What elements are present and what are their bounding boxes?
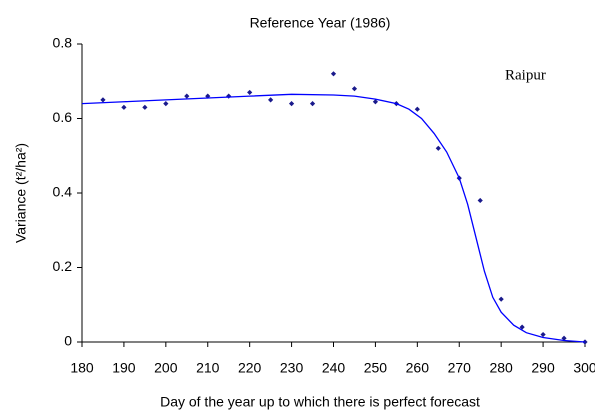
y-tick-label: 0 — [64, 333, 72, 349]
data-point — [498, 296, 504, 302]
data-point — [435, 145, 441, 151]
x-tick-label: 280 — [489, 360, 513, 376]
y-tick-label: 0.6 — [53, 109, 73, 125]
x-tick-label: 240 — [322, 360, 346, 376]
data-point — [142, 104, 148, 110]
data-point — [519, 324, 525, 330]
x-tick-label: 230 — [280, 360, 304, 376]
x-tick-label: 290 — [531, 360, 555, 376]
data-point — [477, 197, 483, 204]
y-tick-label: 0.2 — [53, 258, 73, 274]
data-point — [100, 97, 106, 103]
data-point — [184, 93, 190, 99]
y-axis-label: Variance (t²/ha²) — [13, 143, 29, 243]
y-tick-label: 0.4 — [53, 184, 73, 200]
fit-line — [81, 93, 586, 343]
x-tick-label: 220 — [238, 360, 262, 376]
x-tick-label: 190 — [112, 360, 136, 376]
data-point — [163, 101, 169, 107]
x-tick-label: 300 — [573, 360, 595, 376]
x-tick-label: 200 — [154, 360, 178, 376]
x-tick-label: 250 — [364, 360, 388, 376]
x-tick-label: 180 — [70, 360, 94, 376]
data-point — [226, 93, 232, 99]
x-tick-label: 270 — [448, 360, 472, 376]
data-point — [414, 106, 420, 112]
data-point — [309, 101, 316, 107]
x-tick-label: 210 — [196, 360, 220, 376]
chart-title: Reference Year (1986) — [250, 15, 391, 31]
data-point — [121, 104, 127, 110]
data-point — [351, 86, 358, 92]
data-point — [561, 335, 567, 341]
data-point — [247, 89, 253, 96]
data-point — [268, 97, 274, 103]
x-axis-label: Day of the year up to which there is per… — [160, 394, 480, 410]
data-point — [372, 99, 379, 105]
x-tick-label: 260 — [406, 360, 430, 376]
data-point — [330, 71, 337, 77]
y-tick-label: 0.8 — [53, 35, 73, 51]
data-point — [288, 101, 295, 107]
data-point — [540, 331, 546, 338]
annotation: Raipur — [505, 67, 546, 83]
